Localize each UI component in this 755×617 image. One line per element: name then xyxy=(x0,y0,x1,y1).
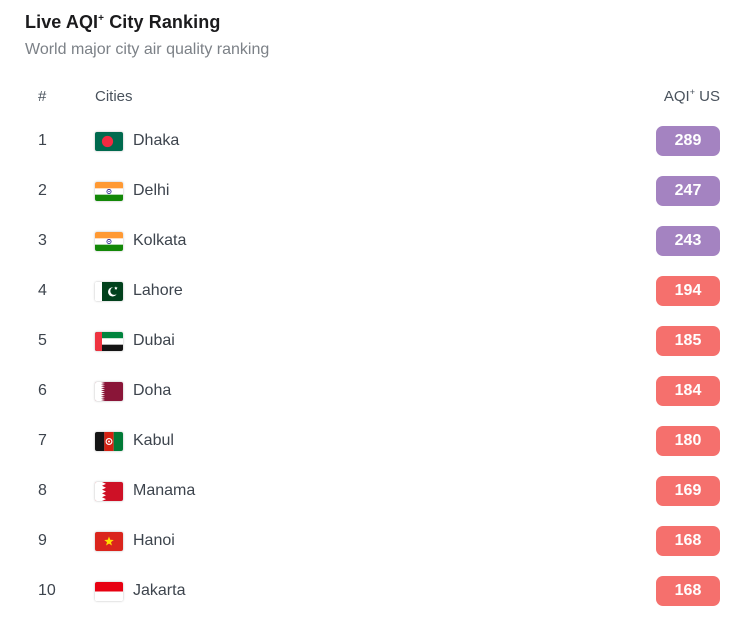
table-row[interactable]: 6 Doha 184 xyxy=(25,366,720,416)
rank-cell: 4 xyxy=(38,282,47,299)
city-cell: Kolkata xyxy=(95,231,640,251)
rank-cell: 6 xyxy=(38,382,47,399)
city-cell: Manama xyxy=(95,481,640,501)
aqi-cell: 185 xyxy=(640,326,720,356)
city-name: Lahore xyxy=(133,282,183,299)
aqi-badge: 169 xyxy=(656,476,720,506)
city-cell: Jakarta xyxy=(95,581,640,601)
city-name: Dhaka xyxy=(133,132,180,149)
city-name: Hanoi xyxy=(133,532,175,549)
aqi-badge: 289 xyxy=(656,126,720,156)
rank-cell: 5 xyxy=(38,332,47,349)
city-name: Jakarta xyxy=(133,582,186,599)
rank-cell: 9 xyxy=(38,532,47,549)
aqi-cell: 194 xyxy=(640,276,720,306)
city-cell: Hanoi xyxy=(95,531,640,551)
aqi-badge: 194 xyxy=(656,276,720,306)
aqi-cell: 289 xyxy=(640,126,720,156)
page-title: Live AQI+ City Ranking xyxy=(25,7,720,34)
india-flag-icon xyxy=(95,181,123,201)
aqi-badge: 168 xyxy=(656,526,720,556)
city-cell: Dhaka xyxy=(95,131,640,151)
india-flag-icon xyxy=(95,231,123,251)
rank-cell: 3 xyxy=(38,232,47,249)
qatar-flag-icon xyxy=(95,381,123,401)
city-name: Kolkata xyxy=(133,232,187,249)
aqi-cell: 168 xyxy=(640,526,720,556)
aqi-badge: 247 xyxy=(656,176,720,206)
table-header-row: # Cities AQI+ US xyxy=(25,76,720,116)
pakistan-flag-icon xyxy=(95,281,123,301)
rank-cell: 8 xyxy=(38,482,47,499)
city-cell: Lahore xyxy=(95,281,640,301)
rank-cell: 10 xyxy=(38,582,56,599)
aqi-badge: 185 xyxy=(656,326,720,356)
table-row[interactable]: 5 Dubai 185 xyxy=(25,316,720,366)
bahrain-flag-icon xyxy=(95,481,123,501)
aqi-cell: 184 xyxy=(640,376,720,406)
page-subtitle: World major city air quality ranking xyxy=(25,41,270,58)
city-cell: Delhi xyxy=(95,181,640,201)
bangladesh-flag-icon xyxy=(95,131,123,151)
column-header-rank: # xyxy=(38,87,47,105)
table-row[interactable]: 9 Hanoi 168 xyxy=(25,516,720,566)
city-cell: Doha xyxy=(95,381,640,401)
city-name: Manama xyxy=(133,482,196,499)
column-header-cities: Cities xyxy=(95,87,133,105)
ranking-table: # Cities AQI+ US 1 Dhaka 289 2 Delhi 247… xyxy=(25,76,720,616)
rank-cell: 7 xyxy=(38,432,47,449)
aqi-cell: 247 xyxy=(640,176,720,206)
city-cell: Kabul xyxy=(95,431,640,451)
uae-flag-icon xyxy=(95,331,123,351)
aqi-badge: 180 xyxy=(656,426,720,456)
aqi-cell: 168 xyxy=(640,576,720,606)
vietnam-flag-icon xyxy=(95,531,123,551)
table-row[interactable]: 1 Dhaka 289 xyxy=(25,116,720,166)
table-row[interactable]: 3 Kolkata 243 xyxy=(25,216,720,266)
column-header-aqi-us: AQI+ US xyxy=(663,87,720,105)
rank-cell: 1 xyxy=(38,132,47,149)
table-row[interactable]: 10 Jakarta 168 xyxy=(25,566,720,616)
city-cell: Dubai xyxy=(95,331,640,351)
city-name: Dubai xyxy=(133,332,175,349)
table-row[interactable]: 4 Lahore 194 xyxy=(25,266,720,316)
rank-cell: 2 xyxy=(38,182,47,199)
aqi-badge: 168 xyxy=(656,576,720,606)
city-name: Kabul xyxy=(133,432,174,449)
aqi-plus-superscript: + xyxy=(689,87,695,97)
aqi-cell: 243 xyxy=(640,226,720,256)
city-name: Delhi xyxy=(133,182,170,199)
aqi-plus-superscript: + xyxy=(98,13,105,24)
table-row[interactable]: 8 Manama 169 xyxy=(25,466,720,516)
table-body: 1 Dhaka 289 2 Delhi 247 3 Kolkata 243 4 xyxy=(25,116,720,616)
aqi-badge: 243 xyxy=(656,226,720,256)
page-title-text: Live AQI xyxy=(25,12,99,32)
table-row[interactable]: 7 Kabul 180 xyxy=(25,416,720,466)
aqi-cell: 169 xyxy=(640,476,720,506)
aqi-cell: 180 xyxy=(640,426,720,456)
table-row[interactable]: 2 Delhi 247 xyxy=(25,166,720,216)
indonesia-flag-icon xyxy=(95,581,123,601)
city-name: Doha xyxy=(133,382,172,399)
page-title-suffix: City Ranking xyxy=(104,12,221,32)
aqi-badge: 184 xyxy=(656,376,720,406)
afghanistan-flag-icon xyxy=(95,431,123,451)
